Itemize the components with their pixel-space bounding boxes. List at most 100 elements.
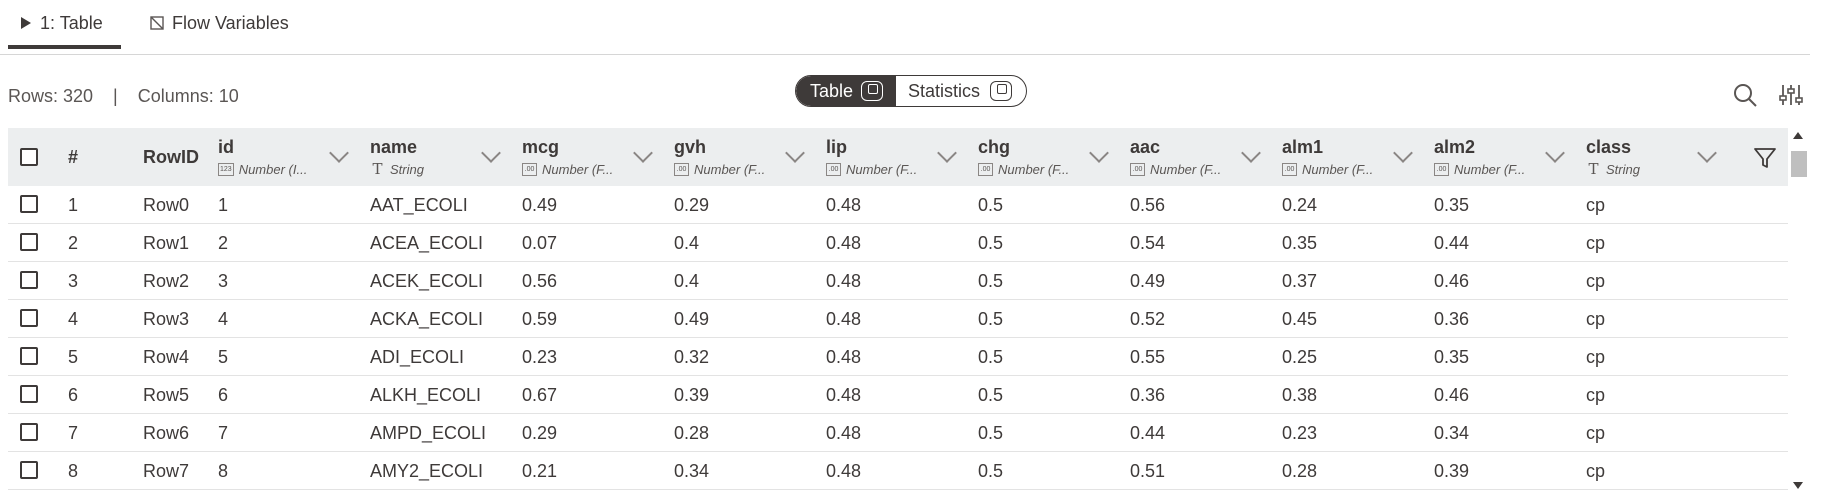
row-checkbox[interactable] xyxy=(20,385,38,403)
column-header-mcg[interactable]: mcg .00 Number (F... xyxy=(522,128,674,186)
tab-table[interactable]: 1: Table xyxy=(10,0,120,46)
table-cell: 7 xyxy=(218,423,229,443)
chevron-down-icon[interactable] xyxy=(1393,143,1413,163)
view-statistics-button[interactable]: Statistics xyxy=(896,76,1026,106)
table-cell: cp xyxy=(1586,309,1606,329)
popout-icon[interactable] xyxy=(861,81,884,101)
table-cell: cp xyxy=(1586,385,1606,405)
chevron-down-icon[interactable] xyxy=(633,143,653,163)
row-checkbox[interactable] xyxy=(20,461,38,479)
column-name: alm2 xyxy=(1434,137,1476,157)
row-checkbox[interactable] xyxy=(20,423,38,441)
table-cell: 0.5 xyxy=(978,309,1004,329)
table-cell: AAT_ECOLI xyxy=(370,195,468,215)
table-cell: cp xyxy=(1586,461,1606,481)
column-header-lip[interactable]: lip .00 Number (F... xyxy=(826,128,978,186)
scroll-down-arrow[interactable] xyxy=(1793,482,1803,489)
vertical-scrollbar[interactable] xyxy=(1790,128,1806,490)
table-row[interactable]: 1 Row0 1 AAT_ECOLI 0.49 0.29 0.48 0.5 0.56 0.24 0.… xyxy=(8,186,1788,224)
popout-icon[interactable] xyxy=(990,81,1013,101)
row-checkbox[interactable] xyxy=(20,195,38,213)
table-cell: 0.45 xyxy=(1282,309,1318,329)
column-type: .00 Number (F... xyxy=(1434,162,1525,177)
table-cell: 8 xyxy=(218,461,229,481)
row-checkbox[interactable] xyxy=(20,347,38,365)
table-cell: AMY2_ECOLI xyxy=(370,461,484,481)
table-row[interactable]: 2 Row1 2 ACEA_ECOLI 0.07 0.4 0.48 0.5 0.54 0.35 0.… xyxy=(8,224,1788,262)
table-cell: 0.29 xyxy=(522,423,558,443)
table-row[interactable]: 5 Row4 5 ADI_ECOLI 0.23 0.32 0.48 0.5 0.55 0.25 0.… xyxy=(8,338,1788,376)
column-header-gvh[interactable]: gvh .00 Number (F... xyxy=(674,128,826,186)
table-cell: 0.59 xyxy=(522,309,558,329)
chevron-down-icon[interactable] xyxy=(329,143,349,163)
column-name: lip xyxy=(826,137,847,157)
column-header-name[interactable]: name T String xyxy=(370,128,522,186)
column-header-chg[interactable]: chg .00 Number (F... xyxy=(978,128,1130,186)
view-toggle: Table Statistics xyxy=(795,75,1027,107)
column-header-alm2[interactable]: alm2 .00 Number (F... xyxy=(1434,128,1586,186)
row-checkbox[interactable] xyxy=(20,271,38,289)
view-statistics-label: Statistics xyxy=(908,80,981,101)
column-type-label: Number (F... xyxy=(998,162,1070,177)
column-type: .00 Number (F... xyxy=(1130,162,1221,177)
column-header-aac[interactable]: aac .00 Number (F... xyxy=(1130,128,1282,186)
table-cell: 0.36 xyxy=(1130,385,1166,405)
select-all-checkbox[interactable] xyxy=(20,148,38,166)
column-name: mcg xyxy=(522,137,560,157)
table-cell: 4 xyxy=(68,309,79,329)
table-cell: Row7 xyxy=(143,461,190,481)
search-icon[interactable] xyxy=(1732,82,1758,108)
table-row[interactable]: 6 Row5 6 ALKH_ECOLI 0.67 0.39 0.48 0.5 0.36 0.38 0… xyxy=(8,376,1788,414)
table-cell: cp xyxy=(1586,271,1606,291)
double-type-icon: .00 xyxy=(978,163,993,176)
table-cell: 0.36 xyxy=(1434,309,1470,329)
column-type-label: Number (I... xyxy=(238,162,308,177)
column-name: id xyxy=(218,137,234,157)
table-cell: 0.39 xyxy=(1434,461,1470,481)
columns-count: Columns: 10 xyxy=(137,86,239,106)
table-cell: 0.34 xyxy=(1434,423,1470,443)
column-header-class[interactable]: class T String xyxy=(1586,128,1738,186)
column-type: .00 Number (F... xyxy=(522,162,613,177)
chevron-down-icon[interactable] xyxy=(1697,143,1717,163)
tab-table-label: 1: Table xyxy=(40,12,103,33)
chevron-down-icon[interactable] xyxy=(785,143,805,163)
table-cell: 0.35 xyxy=(1282,233,1318,253)
table-cell: 0.54 xyxy=(1130,233,1166,253)
scrollbar-thumb[interactable] xyxy=(1791,151,1807,177)
table-cell: ACEK_ECOLI xyxy=(370,271,484,291)
table-row[interactable]: 4 Row3 4 ACKA_ECOLI 0.59 0.49 0.48 0.5 0.52 0.45 0… xyxy=(8,300,1788,338)
table-row[interactable]: 7 Row6 7 AMPD_ECOLI 0.29 0.28 0.48 0.5 0.44 0.23 0… xyxy=(8,414,1788,452)
column-type: .00 Number (F... xyxy=(826,162,917,177)
column-header-id[interactable]: id 123 Number (I... xyxy=(218,128,370,186)
column-name: gvh xyxy=(674,137,707,157)
table-cell: 0.38 xyxy=(1282,385,1318,405)
view-table-button[interactable]: Table xyxy=(796,76,896,106)
column-header-alm1[interactable]: alm1 .00 Number (F... xyxy=(1282,128,1434,186)
chevron-down-icon[interactable] xyxy=(1089,143,1109,163)
table-cell: 0.48 xyxy=(826,195,862,215)
table-row[interactable]: 3 Row2 3 ACEK_ECOLI 0.56 0.4 0.48 0.5 0.49 0.37 0.… xyxy=(8,262,1788,300)
table-row[interactable]: 8 Row7 8 AMY2_ECOLI 0.21 0.34 0.48 0.5 0.51 0.28 0… xyxy=(8,452,1788,490)
scroll-up-arrow[interactable] xyxy=(1793,132,1803,139)
table-cell: 0.56 xyxy=(1130,195,1166,215)
table-cell: 0.48 xyxy=(826,423,862,443)
table-cell: 6 xyxy=(68,385,79,405)
table-cell: cp xyxy=(1586,195,1606,215)
row-checkbox[interactable] xyxy=(20,309,38,327)
chevron-down-icon[interactable] xyxy=(1241,143,1261,163)
column-type-label: Number (F... xyxy=(1454,162,1526,177)
row-checkbox[interactable] xyxy=(20,233,38,251)
filter-icon[interactable] xyxy=(1753,146,1777,170)
tab-flow-variables[interactable]: Flow Variables xyxy=(150,0,289,46)
chevron-down-icon[interactable] xyxy=(937,143,957,163)
double-type-icon: .00 xyxy=(1282,163,1297,176)
column-settings-icon[interactable] xyxy=(1778,82,1804,108)
chevron-down-icon[interactable] xyxy=(1545,143,1565,163)
chevron-down-icon[interactable] xyxy=(481,143,501,163)
table-cell: 3 xyxy=(218,271,229,291)
table-cell: 0.48 xyxy=(826,461,862,481)
table-cell: 0.4 xyxy=(674,233,700,253)
column-type: T String xyxy=(370,162,423,178)
table-cell: 0.5 xyxy=(978,461,1004,481)
